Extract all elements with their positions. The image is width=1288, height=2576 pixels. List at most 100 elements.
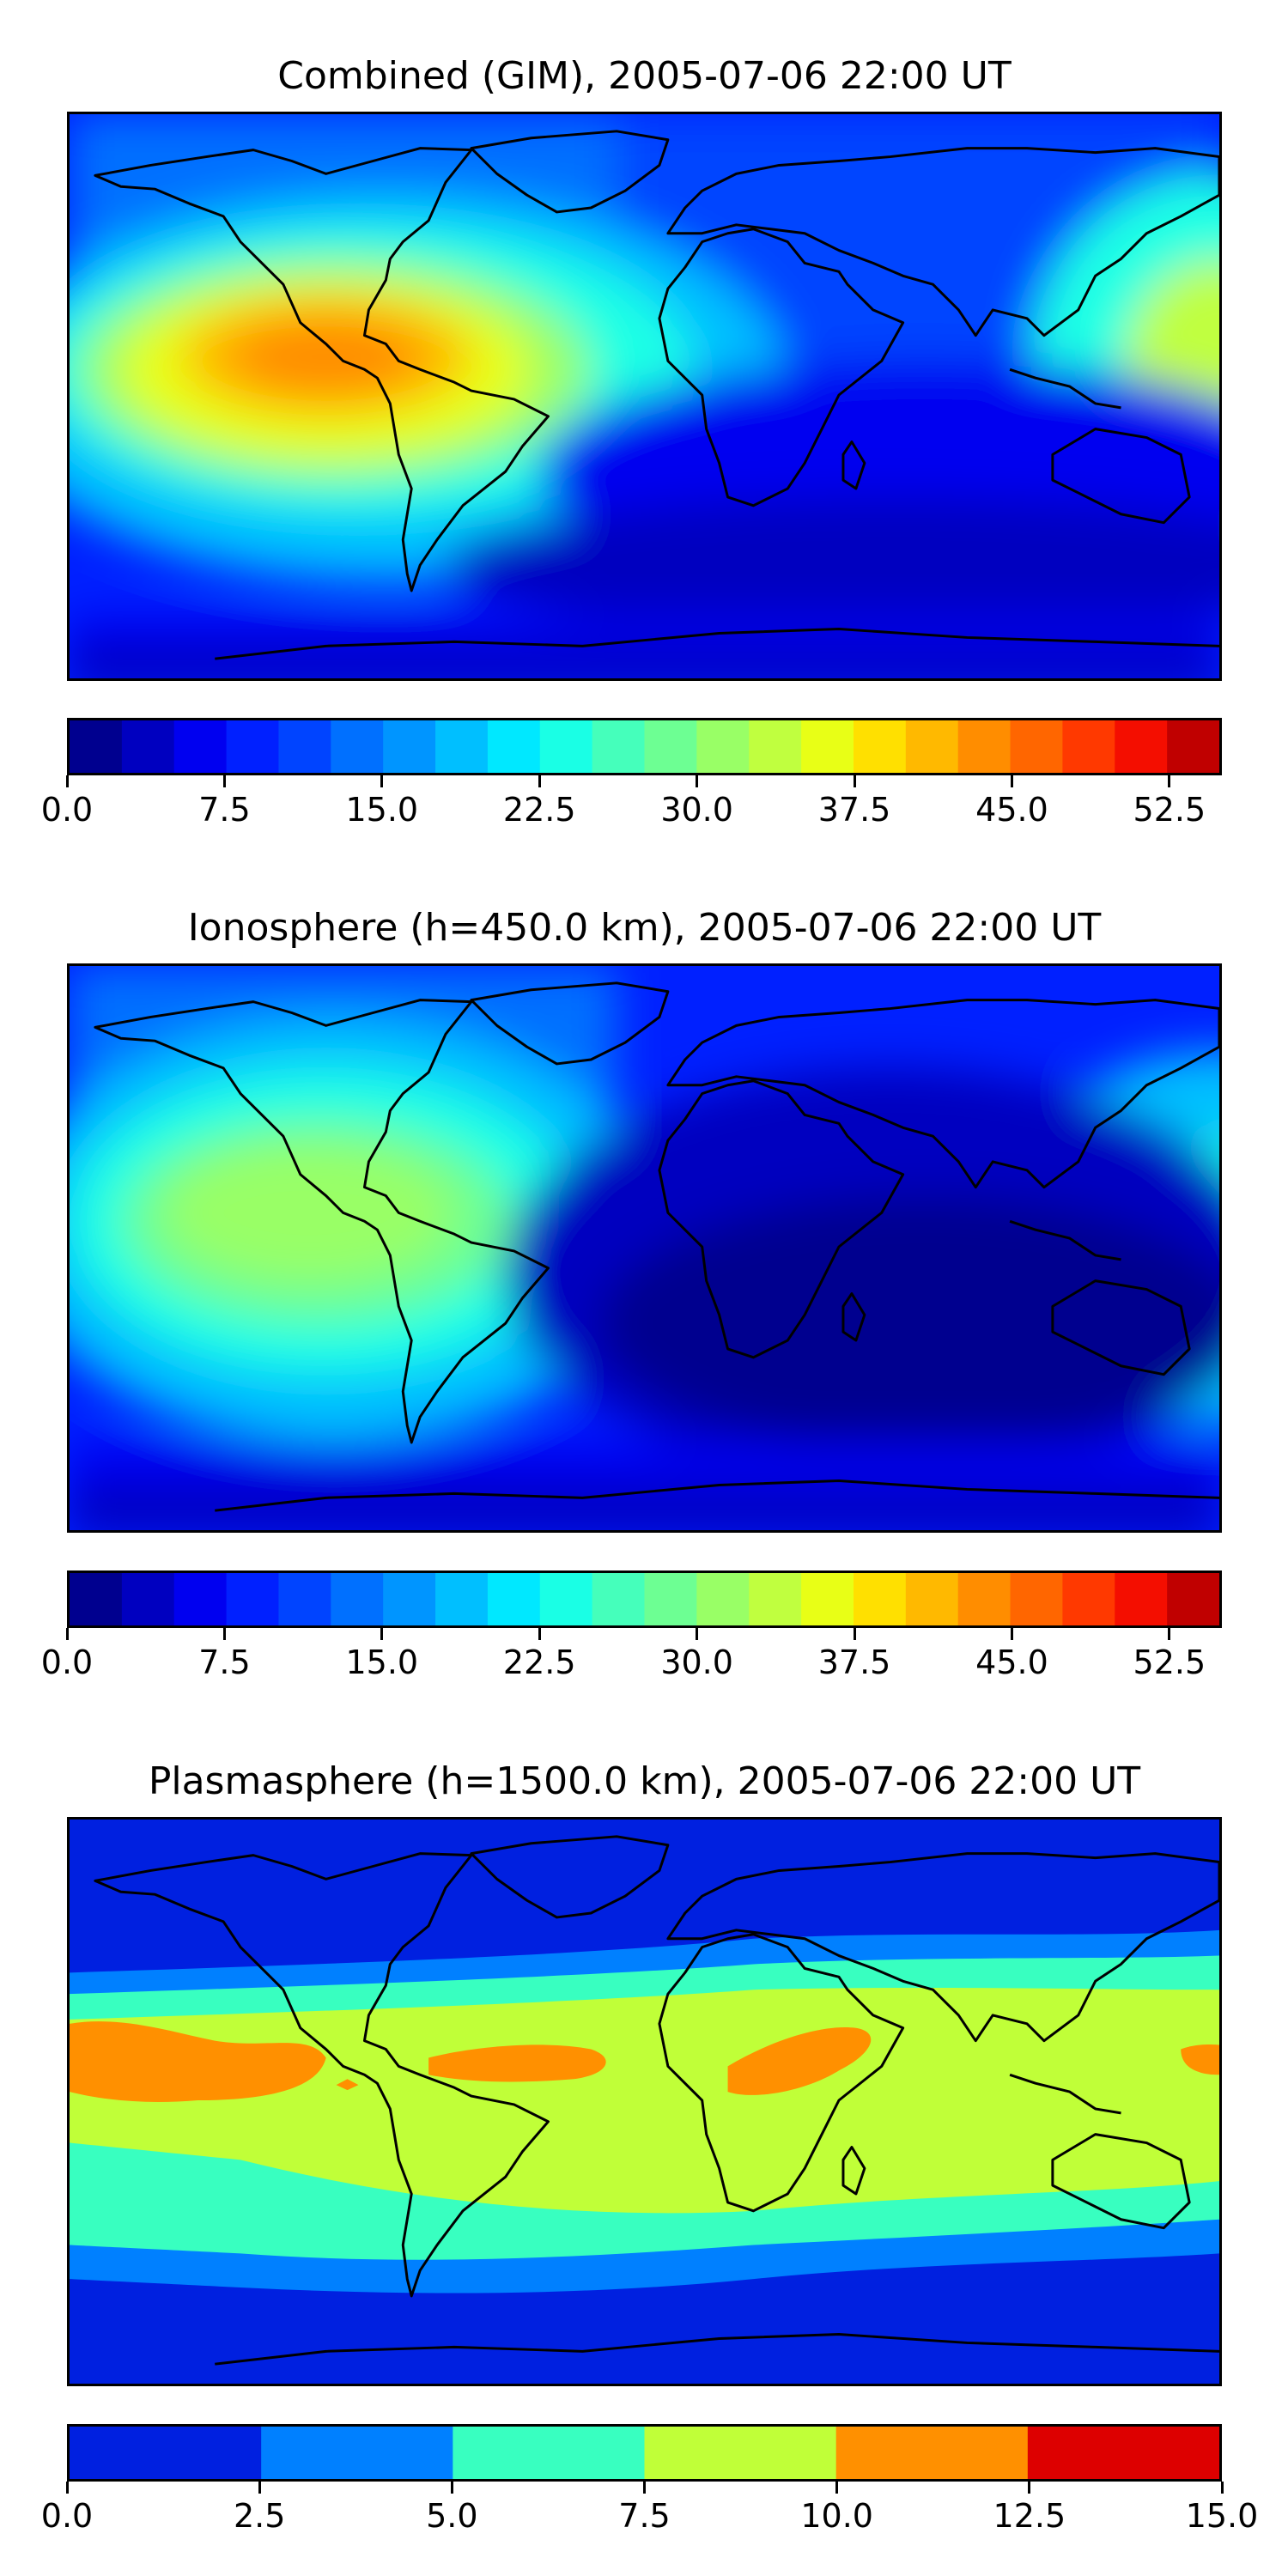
colorbar-swatch bbox=[905, 1573, 959, 1625]
colorbar-swatch bbox=[487, 1573, 541, 1625]
colorbar-swatch bbox=[1027, 2427, 1219, 2479]
colorbar-swatch bbox=[70, 720, 123, 773]
colorbar-combined bbox=[67, 718, 1222, 775]
tick-label: 22.5 bbox=[502, 1643, 576, 1681]
colorbar-swatch bbox=[1062, 720, 1115, 773]
colorbar-tick: 2.5 bbox=[208, 2482, 311, 2535]
colorbar-swatch bbox=[696, 1573, 750, 1625]
colorbar-tick: 12.5 bbox=[978, 2482, 1081, 2535]
colorbar-swatch bbox=[1010, 1573, 1064, 1625]
tick-mark bbox=[380, 1628, 384, 1640]
tick-mark bbox=[65, 2482, 69, 2494]
colorbar-swatch bbox=[1010, 720, 1064, 773]
tick-mark bbox=[1220, 2482, 1224, 2494]
tick-label: 10.0 bbox=[800, 2497, 873, 2535]
colorbar-swatch bbox=[278, 1573, 331, 1625]
colorbar-tick: 52.5 bbox=[1118, 775, 1221, 829]
colorbar-tick: 7.5 bbox=[173, 775, 276, 829]
colorbar-swatch bbox=[383, 1573, 436, 1625]
colorbar-swatch bbox=[1115, 1573, 1168, 1625]
colorbar-swatch bbox=[70, 2427, 262, 2479]
coastlines bbox=[94, 981, 1219, 1512]
colorbar-tick: 15.0 bbox=[331, 775, 434, 829]
tick-mark bbox=[450, 2482, 453, 2494]
tick-mark bbox=[222, 775, 226, 787]
tick-label: 7.5 bbox=[198, 1643, 251, 1681]
tick-mark bbox=[1168, 1628, 1171, 1640]
tick-mark bbox=[1010, 1628, 1013, 1640]
colorbar-swatch bbox=[853, 1573, 907, 1625]
colorbar-swatch bbox=[801, 720, 854, 773]
coastlines bbox=[94, 1835, 1219, 2366]
tick-mark bbox=[65, 1628, 69, 1640]
colorbar-swatch bbox=[853, 720, 907, 773]
colorbar-swatch bbox=[644, 2427, 837, 2479]
tick-label: 5.0 bbox=[426, 2497, 478, 2535]
colorbar-swatch bbox=[696, 720, 750, 773]
tick-mark bbox=[1168, 775, 1171, 787]
colorbar-swatch bbox=[278, 720, 331, 773]
colorbar-swatch bbox=[905, 720, 959, 773]
map-combined-gim bbox=[67, 112, 1222, 681]
colorbar-swatch bbox=[749, 720, 802, 773]
colorbar-ionosphere bbox=[67, 1571, 1222, 1628]
colorbar-swatch bbox=[835, 2427, 1029, 2479]
colorbar-tick: 45.0 bbox=[960, 775, 1063, 829]
tick-mark bbox=[696, 1628, 699, 1640]
tick-label: 37.5 bbox=[817, 791, 891, 829]
tick-mark bbox=[538, 775, 541, 787]
colorbar-swatch bbox=[435, 1573, 489, 1625]
colorbar-ticks-combined: 0.0 7.5 15.0 22.5 30.0 37.5 45.0 52.5 bbox=[41, 775, 1222, 829]
map-plasmasphere bbox=[67, 1817, 1222, 2386]
colorbar-swatch bbox=[644, 1573, 697, 1625]
tick-mark bbox=[696, 775, 699, 787]
map-title-combined: Combined (GIM), 2005-07-06 22:00 UT bbox=[277, 54, 1012, 98]
colorbar-tick: 37.5 bbox=[803, 1628, 906, 1681]
colorbar-swatch bbox=[592, 720, 646, 773]
colorbar-swatch bbox=[226, 720, 280, 773]
tick-label: 15.0 bbox=[1185, 2497, 1259, 2535]
colorbar-tick: 15.0 bbox=[1170, 2482, 1273, 2535]
colorbar-tick: 15.0 bbox=[331, 1628, 434, 1681]
tick-label: 30.0 bbox=[660, 791, 733, 829]
tick-mark bbox=[643, 2482, 646, 2494]
colorbar-swatch bbox=[331, 1573, 384, 1625]
colorbar-tick: 22.5 bbox=[488, 1628, 591, 1681]
tick-mark bbox=[538, 1628, 541, 1640]
colorbar-swatch bbox=[173, 720, 228, 773]
tick-mark bbox=[222, 1628, 226, 1640]
colorbar-swatch bbox=[539, 720, 593, 773]
colorbar-swatch bbox=[957, 720, 1012, 773]
tick-mark bbox=[258, 2482, 261, 2494]
colorbar-swatch bbox=[957, 1573, 1012, 1625]
colorbar-tick: 0.0 bbox=[15, 2482, 118, 2535]
tick-mark bbox=[853, 1628, 856, 1640]
colorbar-tick: 45.0 bbox=[960, 1628, 1063, 1681]
colorbar-swatch bbox=[121, 720, 175, 773]
tec-map-ionosphere bbox=[70, 966, 1219, 1530]
tick-mark bbox=[1028, 2482, 1031, 2494]
tick-label: 45.0 bbox=[975, 1643, 1048, 1681]
tick-label: 0.0 bbox=[40, 1643, 94, 1681]
tick-label: 37.5 bbox=[817, 1643, 891, 1681]
colorbar-swatch bbox=[1115, 720, 1168, 773]
colorbar-swatch bbox=[261, 2427, 453, 2479]
tick-label: 15.0 bbox=[345, 1643, 419, 1681]
colorbar-plasmasphere bbox=[67, 2424, 1222, 2482]
colorbar-swatch bbox=[453, 2427, 646, 2479]
colorbar-swatch bbox=[70, 1573, 123, 1625]
colorbar-swatch bbox=[1167, 720, 1219, 773]
map-ionosphere bbox=[67, 963, 1222, 1533]
colorbar-tick: 30.0 bbox=[646, 1628, 749, 1681]
tick-label: 12.5 bbox=[993, 2497, 1066, 2535]
tick-mark bbox=[853, 775, 856, 787]
colorbar-swatch bbox=[1062, 1573, 1115, 1625]
tick-label: 7.5 bbox=[198, 791, 251, 829]
colorbar-swatch bbox=[592, 1573, 646, 1625]
colorbar-swatch bbox=[539, 1573, 593, 1625]
tick-mark bbox=[65, 775, 69, 787]
tick-mark bbox=[1010, 775, 1013, 787]
colorbar-swatch bbox=[121, 1573, 175, 1625]
tick-label: 0.0 bbox=[40, 2497, 94, 2535]
map-title-plasmasphere: Plasmasphere (h=1500.0 km), 2005-07-06 2… bbox=[148, 1759, 1141, 1803]
